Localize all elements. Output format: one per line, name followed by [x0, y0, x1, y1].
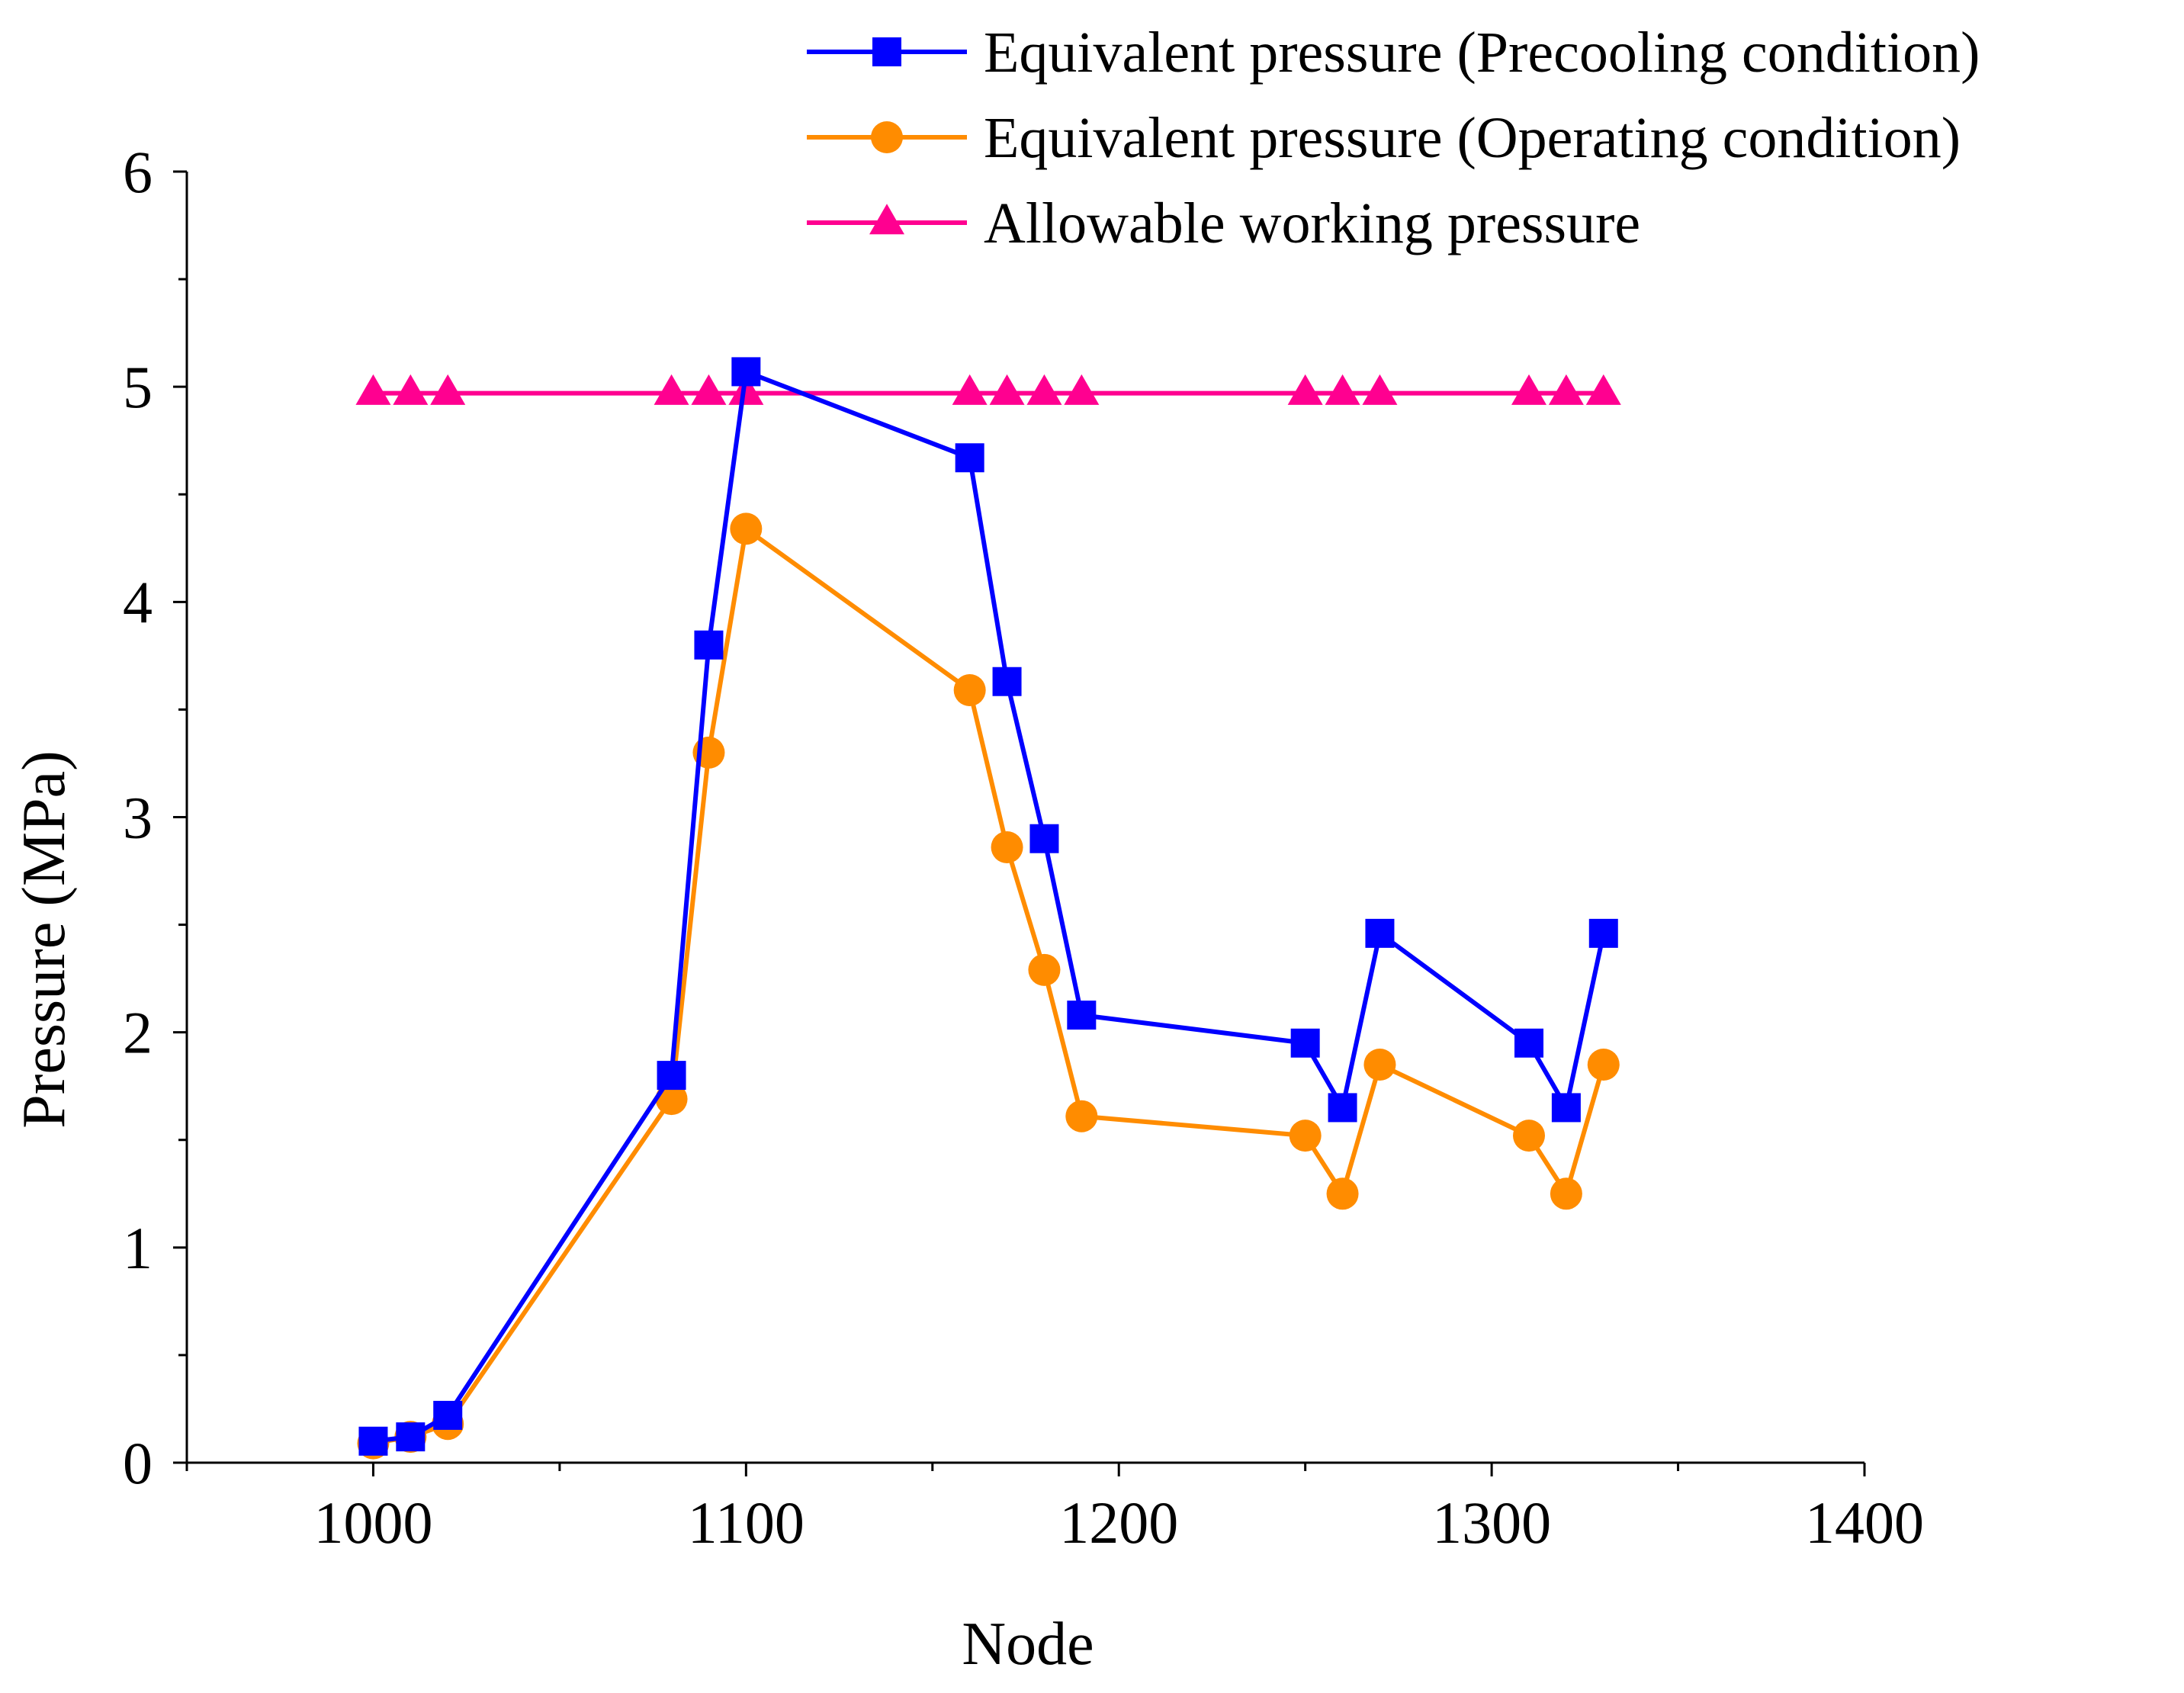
- data-point: [1028, 953, 1061, 986]
- legend-marker: [869, 204, 904, 235]
- legend-item: Equivalent pressure (Precooling conditio…: [807, 21, 1980, 85]
- data-point: [989, 374, 1025, 405]
- y-tick-label: 2: [123, 1000, 153, 1066]
- data-point: [1325, 374, 1360, 405]
- data-point: [1026, 374, 1062, 405]
- data-point: [1550, 1177, 1582, 1210]
- series-square: [358, 357, 1618, 1456]
- x-tick-label: 1000: [313, 1489, 432, 1556]
- legend-marker: [871, 121, 903, 153]
- series-layer: [355, 357, 1621, 1460]
- data-point: [952, 374, 988, 405]
- data-point: [1326, 1177, 1359, 1210]
- data-point: [1287, 374, 1323, 405]
- legend-label: Allowable working pressure: [984, 191, 1640, 255]
- data-point: [991, 831, 1023, 864]
- data-point: [1551, 1093, 1581, 1123]
- legend-item: Allowable working pressure: [807, 191, 1640, 255]
- legend-label: Equivalent pressure (Precooling conditio…: [984, 21, 1980, 85]
- legend: Equivalent pressure (Precooling conditio…: [807, 21, 1980, 255]
- legend-label: Equivalent pressure (Operating condition…: [984, 106, 1961, 170]
- y-tick-label: 1: [123, 1215, 153, 1281]
- data-point: [955, 443, 984, 473]
- data-point: [1588, 918, 1618, 948]
- data-point: [1365, 918, 1395, 948]
- data-point: [1328, 1093, 1357, 1123]
- data-point: [728, 374, 764, 405]
- data-point: [1289, 1120, 1322, 1152]
- y-tick-label: 3: [123, 785, 153, 851]
- series-line: [373, 369, 1606, 1444]
- data-point: [1065, 1100, 1098, 1132]
- data-point: [1029, 824, 1059, 853]
- y-tick-label: 6: [123, 139, 153, 205]
- x-tick-label: 1400: [1805, 1489, 1924, 1556]
- series-line: [372, 526, 1606, 1446]
- x-tick-label: 1100: [688, 1489, 805, 1556]
- data-point: [433, 1400, 463, 1430]
- x-tick-label: 1200: [1059, 1489, 1178, 1556]
- axes: 1000 1100 1200 1300 1400 0 1 2 3 4 5 6: [123, 139, 1924, 1556]
- y-tick-label: 0: [123, 1430, 153, 1496]
- y-tick-label: 5: [123, 354, 153, 420]
- y-axis-title: Pressure (MPa): [11, 750, 78, 1128]
- x-tick-label: 1300: [1432, 1489, 1551, 1556]
- data-point: [1514, 1028, 1543, 1058]
- data-point: [1513, 1120, 1545, 1152]
- data-point: [1290, 1028, 1320, 1058]
- data-point: [1587, 1048, 1620, 1081]
- data-point: [355, 374, 391, 405]
- data-point: [1064, 374, 1100, 405]
- data-point: [731, 357, 761, 387]
- y-tick-label: 4: [123, 569, 153, 635]
- data-point: [1362, 374, 1398, 405]
- data-point: [430, 374, 466, 405]
- data-point: [393, 374, 429, 405]
- data-point: [1585, 374, 1621, 405]
- data-point: [953, 674, 986, 707]
- data-point: [1067, 1001, 1097, 1030]
- legend-marker: [872, 37, 901, 66]
- series-triangle: [355, 374, 1621, 405]
- data-point: [1511, 374, 1546, 405]
- series-circle: [357, 512, 1620, 1460]
- data-point: [657, 1061, 686, 1091]
- data-point: [691, 374, 727, 405]
- data-point: [654, 374, 689, 405]
- data-point: [1548, 374, 1584, 405]
- data-point: [1363, 1048, 1396, 1081]
- data-point: [992, 667, 1022, 696]
- x-axis-title: Node: [962, 1611, 1094, 1678]
- data-point: [358, 1426, 388, 1456]
- data-point: [694, 630, 724, 660]
- legend-item: Equivalent pressure (Operating condition…: [807, 106, 1961, 170]
- data-point: [396, 1422, 426, 1452]
- data-point: [730, 512, 763, 545]
